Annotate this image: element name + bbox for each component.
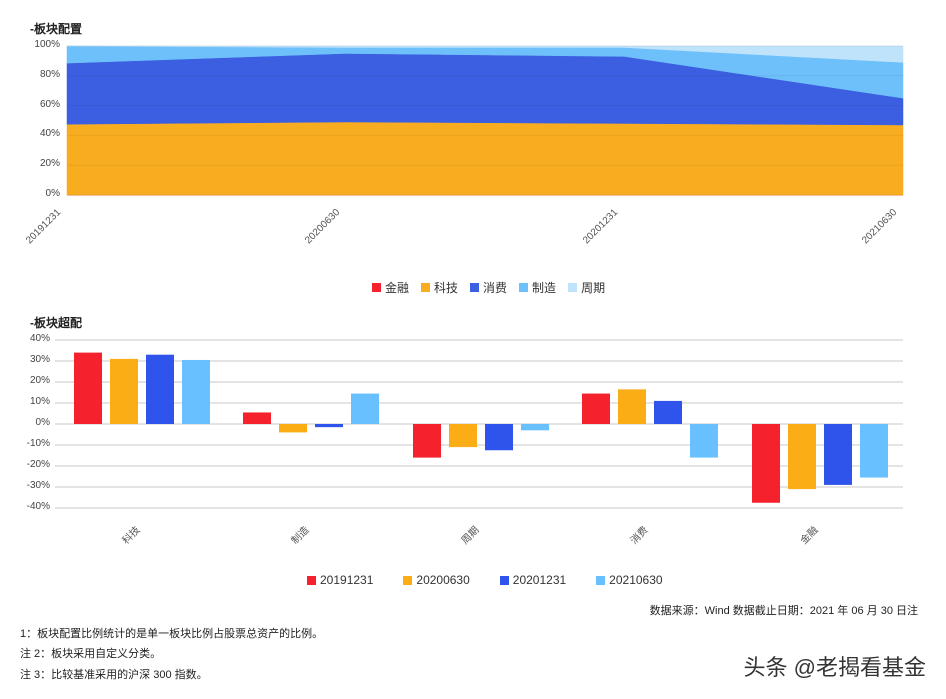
legend-label: 20200630 bbox=[416, 573, 470, 587]
bar bbox=[690, 424, 718, 458]
y-tick-label: 20% bbox=[39, 158, 60, 170]
note-3: 注 3：比较基准采用的沪深 300 指数。 bbox=[20, 669, 208, 681]
bar bbox=[315, 424, 343, 428]
y-tick-label: -40% bbox=[26, 501, 50, 512]
bar bbox=[582, 393, 610, 424]
y-tick-label: 0% bbox=[35, 417, 50, 428]
y-tick-label: 20% bbox=[29, 375, 50, 386]
bar bbox=[449, 424, 477, 448]
legend-swatch-icon bbox=[421, 283, 431, 292]
legend-swatch-icon bbox=[596, 575, 606, 585]
y-tick-label: 30% bbox=[29, 354, 50, 365]
legend-item[interactable]: 20201231 bbox=[499, 573, 567, 587]
bar bbox=[182, 359, 210, 424]
bar-legend: 20191231 20200630 20201231 20210630 bbox=[307, 573, 663, 587]
y-tick-label: 100% bbox=[34, 39, 60, 50]
legend-swatch-icon bbox=[403, 575, 413, 585]
legend-label: 20201231 bbox=[512, 573, 567, 587]
legend-swatch-icon bbox=[307, 575, 316, 585]
data-source: 数据来源：Wind 数据截止日期：2021 年 06 月 30 日注 bbox=[649, 605, 918, 617]
y-tick-label: 60% bbox=[39, 98, 60, 110]
bar bbox=[146, 354, 174, 424]
bar bbox=[279, 424, 307, 433]
bar bbox=[618, 389, 646, 424]
note-2: 注 2：板块采用自定义分类。 bbox=[20, 648, 162, 660]
area-chart bbox=[66, 45, 904, 196]
legend-swatch-icon bbox=[499, 575, 509, 585]
legend-item[interactable]: 制造 bbox=[519, 279, 556, 296]
watermark: 头条 @老揭看基金 bbox=[743, 655, 926, 680]
y-tick-label: 40% bbox=[39, 128, 60, 140]
y-tick-label: 0% bbox=[45, 188, 60, 199]
y-tick-label: -30% bbox=[26, 480, 50, 491]
bar bbox=[110, 358, 138, 424]
legend-swatch-icon bbox=[568, 283, 578, 292]
y-tick-label: -10% bbox=[26, 438, 50, 449]
legend-swatch-icon bbox=[519, 283, 529, 292]
bar bbox=[413, 424, 441, 458]
area-series-周期 bbox=[66, 45, 904, 63]
legend-item[interactable]: 周期 bbox=[568, 279, 605, 296]
bar bbox=[752, 424, 780, 503]
legend-item[interactable]: 科技 bbox=[421, 279, 458, 296]
bar bbox=[860, 424, 888, 478]
y-tick-label: 40% bbox=[29, 333, 50, 344]
legend-item[interactable]: 20210630 bbox=[596, 573, 663, 587]
legend-label: 科技 bbox=[434, 281, 459, 295]
y-tick-label: 10% bbox=[29, 396, 50, 407]
legend-label: 消费 bbox=[483, 281, 508, 295]
bar bbox=[351, 393, 379, 424]
legend-label: 周期 bbox=[581, 281, 606, 295]
bar bbox=[485, 424, 513, 451]
legend-swatch-icon bbox=[470, 283, 480, 292]
y-tick-label: -20% bbox=[26, 459, 50, 470]
y-tick-label: 80% bbox=[39, 68, 60, 80]
legend-item[interactable]: 消费 bbox=[470, 279, 507, 296]
legend-label: 20191231 bbox=[320, 573, 374, 587]
legend-label: 金融 bbox=[385, 281, 410, 295]
legend-item[interactable]: 金融 bbox=[372, 279, 409, 296]
area-chart-title: -板块配置 bbox=[30, 22, 82, 36]
bar bbox=[824, 424, 852, 485]
bar bbox=[654, 400, 682, 424]
legend-swatch-icon bbox=[372, 283, 381, 292]
legend-label: 制造 bbox=[532, 281, 557, 295]
bar bbox=[788, 424, 816, 490]
bar bbox=[243, 412, 271, 424]
bar bbox=[521, 424, 549, 431]
legend-item[interactable]: 20200630 bbox=[403, 573, 470, 587]
legend-item[interactable]: 20191231 bbox=[307, 573, 373, 587]
note-1: 1：板块配置比例统计的是单一板块比例占股票总资产的比例。 bbox=[20, 628, 324, 640]
bar-chart bbox=[55, 339, 903, 509]
legend-label: 20210630 bbox=[609, 573, 663, 587]
bar-chart-title: -板块超配 bbox=[30, 316, 82, 330]
bar bbox=[74, 352, 102, 424]
area-legend: 金融 科技 消费 制造 周期 bbox=[372, 279, 605, 296]
